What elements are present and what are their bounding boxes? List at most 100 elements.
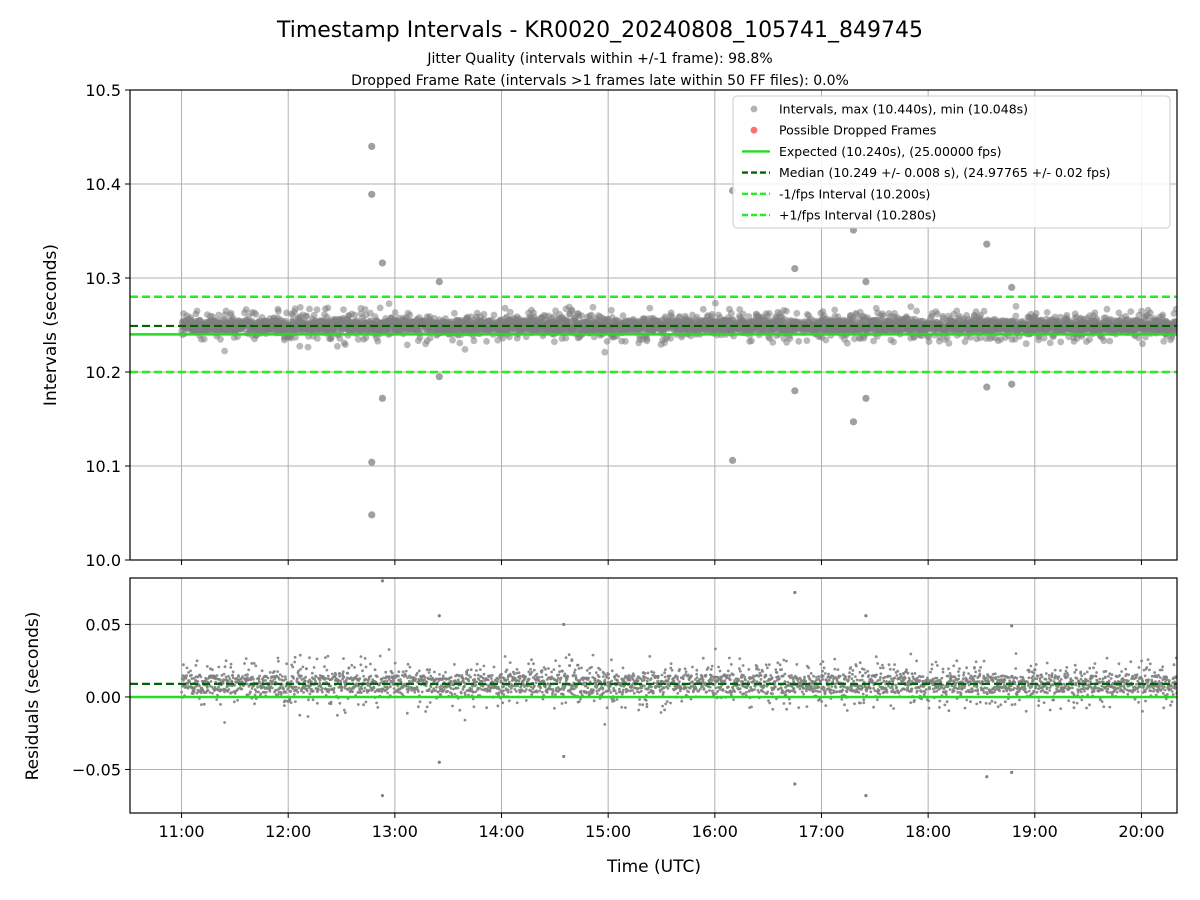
interval-point xyxy=(217,335,224,343)
interval-point xyxy=(403,341,411,349)
residual-point xyxy=(282,687,285,691)
residual-point xyxy=(449,686,453,690)
residual-point xyxy=(253,702,256,706)
residual-point xyxy=(450,692,454,696)
residual-point xyxy=(341,670,345,674)
interval-point xyxy=(1172,317,1177,325)
interval-point xyxy=(608,306,615,314)
intervals-y-tick-label: 10.3 xyxy=(85,269,121,288)
residual-point xyxy=(326,654,330,658)
residual-point xyxy=(602,691,605,695)
residual-point xyxy=(532,668,536,672)
residual-point xyxy=(332,686,336,690)
interval-point xyxy=(324,304,332,312)
interval-point xyxy=(603,338,611,345)
residual-point xyxy=(202,702,206,706)
interval-point xyxy=(456,339,464,347)
residual-point xyxy=(199,675,203,679)
residual-point xyxy=(302,691,305,694)
residual-point xyxy=(413,690,417,694)
residual-point xyxy=(434,689,437,693)
residual-point xyxy=(538,689,542,693)
interval-point xyxy=(385,300,393,307)
residual-point xyxy=(539,686,542,690)
residual-point xyxy=(359,655,363,658)
residual-point xyxy=(565,677,569,681)
residual-point xyxy=(463,684,466,688)
residual-point xyxy=(211,691,214,695)
residual-point xyxy=(469,675,472,679)
residual-point xyxy=(612,687,616,690)
interval-outlier-point xyxy=(435,373,443,381)
residual-point xyxy=(232,700,236,704)
interval-point xyxy=(304,343,312,351)
interval-point xyxy=(1032,310,1040,317)
interval-point xyxy=(483,338,490,345)
residual-point xyxy=(372,686,376,690)
residual-point xyxy=(527,677,531,681)
residual-point xyxy=(258,674,261,678)
residual-point xyxy=(338,701,342,705)
residual-point xyxy=(384,670,388,674)
residual-point xyxy=(406,662,410,666)
residual-point xyxy=(515,668,519,671)
residual-point xyxy=(266,676,270,680)
residual-point xyxy=(192,690,196,693)
residual-point xyxy=(500,672,503,676)
interval-point xyxy=(699,305,707,313)
residual-point xyxy=(397,670,401,674)
residual-point xyxy=(590,665,593,669)
residual-point xyxy=(317,688,320,692)
residual-point xyxy=(373,668,377,672)
legend: Intervals, max (10.440s), min (10.048s)P… xyxy=(732,95,1171,229)
residual-point xyxy=(276,670,280,673)
residual-point xyxy=(257,690,260,694)
interval-point xyxy=(426,334,434,342)
residual-point xyxy=(456,686,460,690)
residual-point xyxy=(308,656,311,660)
residual-point xyxy=(278,677,281,681)
residual-point xyxy=(404,674,408,677)
residual-point xyxy=(252,662,256,665)
residual-point xyxy=(250,662,254,665)
interval-point xyxy=(406,311,414,319)
residual-point xyxy=(566,675,570,678)
residual-point xyxy=(293,660,297,664)
residual-point xyxy=(205,686,209,689)
residual-point xyxy=(470,687,474,691)
intervals-y-tick-label: 10.0 xyxy=(85,551,121,570)
residual-point xyxy=(420,690,424,694)
residual-point xyxy=(515,671,518,675)
interval-point xyxy=(470,337,478,345)
residual-point xyxy=(467,679,471,683)
residual-point xyxy=(364,665,368,669)
residual-point xyxy=(521,689,525,693)
residual-point xyxy=(343,711,347,714)
residual-point xyxy=(346,671,350,675)
residual-point xyxy=(396,684,400,688)
intervals-reference-lines xyxy=(130,295,1177,374)
residual-point xyxy=(502,684,506,688)
residual-point xyxy=(315,657,319,661)
interval-point xyxy=(334,342,341,350)
residual-point xyxy=(515,701,519,705)
residual-point xyxy=(196,680,200,683)
interval-point xyxy=(945,339,953,347)
residual-point xyxy=(551,690,555,694)
residual-point xyxy=(359,663,363,667)
interval-point xyxy=(314,335,321,342)
residual-point xyxy=(316,701,319,705)
residual-point xyxy=(485,706,488,710)
residual-point xyxy=(283,675,287,678)
residual-point xyxy=(342,675,346,679)
residual-point xyxy=(327,690,330,694)
residual-point xyxy=(408,665,412,669)
residual-point xyxy=(387,648,391,651)
residual-point xyxy=(338,674,342,678)
residual-point xyxy=(329,684,332,688)
residual-point xyxy=(323,665,326,668)
residual-point xyxy=(208,691,212,694)
residual-point xyxy=(304,667,308,671)
residual-point xyxy=(289,690,293,693)
residual-point xyxy=(527,662,530,666)
